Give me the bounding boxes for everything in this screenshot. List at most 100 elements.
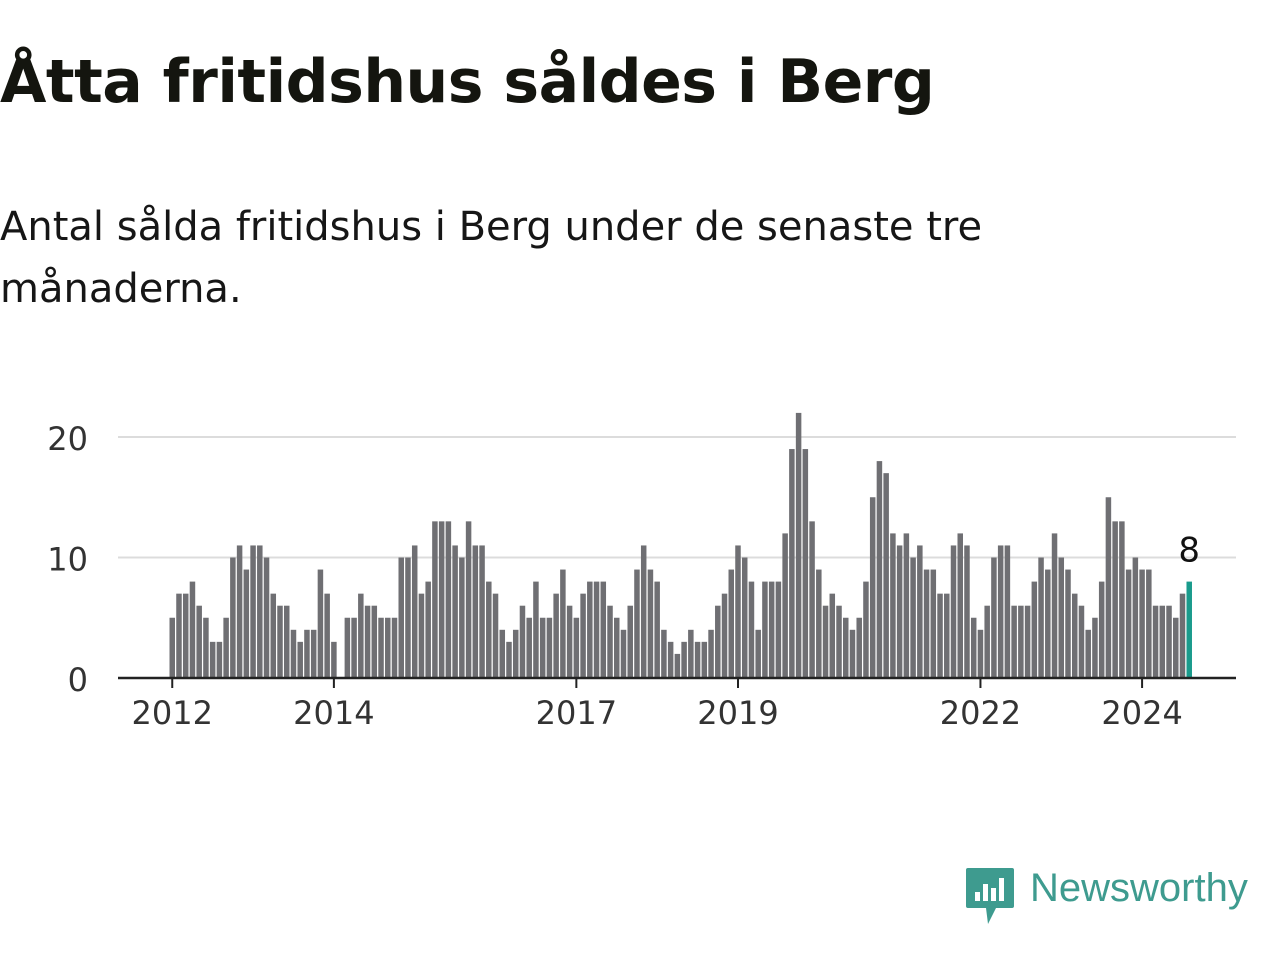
bar bbox=[391, 617, 398, 678]
bar bbox=[1092, 617, 1098, 678]
bar bbox=[1152, 605, 1159, 678]
bar bbox=[876, 461, 883, 678]
bar bbox=[1071, 593, 1078, 678]
bar bbox=[526, 617, 532, 678]
bar bbox=[775, 581, 782, 678]
bar bbox=[950, 545, 957, 678]
bar bbox=[418, 593, 425, 678]
x-tick-label: 2019 bbox=[697, 694, 778, 732]
y-tick-label: 10 bbox=[47, 541, 88, 579]
bar bbox=[829, 593, 836, 678]
bar bbox=[317, 569, 324, 678]
bar bbox=[910, 557, 916, 678]
bar bbox=[479, 545, 485, 678]
bar bbox=[1058, 557, 1065, 678]
bar bbox=[411, 545, 418, 678]
bar bbox=[768, 581, 775, 678]
bar bbox=[836, 605, 842, 678]
bar bbox=[1011, 605, 1017, 678]
bar bbox=[385, 617, 391, 678]
bar bbox=[182, 593, 189, 678]
bar bbox=[944, 593, 950, 678]
bar bbox=[802, 449, 809, 678]
bar bbox=[1045, 569, 1051, 678]
bar bbox=[721, 593, 728, 678]
x-tick-label: 2012 bbox=[132, 694, 213, 732]
bar bbox=[984, 605, 990, 678]
bar-chart: 0 10 20 2012 2014 2017 2019 2022 2024 8 bbox=[47, 412, 1236, 732]
bar bbox=[883, 473, 889, 678]
bar bbox=[957, 533, 963, 678]
bar bbox=[499, 629, 506, 678]
bar bbox=[1139, 569, 1145, 678]
bar bbox=[257, 545, 263, 678]
tick-labels: 0 10 20 2012 2014 2017 2019 2022 2024 8 bbox=[47, 420, 1200, 732]
bar bbox=[1146, 569, 1152, 678]
bar bbox=[546, 617, 553, 678]
bar bbox=[310, 629, 317, 678]
bar bbox=[209, 641, 216, 678]
bar bbox=[634, 569, 640, 678]
bars bbox=[169, 412, 1192, 678]
chart-subtitle: Antal sålda fritidshus i Berg under de s… bbox=[0, 204, 983, 312]
bar bbox=[708, 629, 714, 678]
bar bbox=[243, 569, 250, 678]
bar bbox=[512, 629, 519, 678]
gridlines bbox=[118, 436, 1236, 559]
x-tick-label: 2014 bbox=[293, 694, 374, 732]
bar bbox=[216, 641, 223, 678]
bar bbox=[849, 629, 856, 678]
bar bbox=[614, 617, 620, 678]
bar bbox=[189, 581, 196, 678]
bar bbox=[856, 617, 862, 678]
bar bbox=[701, 641, 708, 678]
bar bbox=[694, 641, 701, 678]
bar bbox=[169, 617, 175, 678]
bar bbox=[1018, 605, 1024, 678]
bar bbox=[452, 545, 458, 678]
bar bbox=[580, 593, 586, 678]
bar bbox=[1159, 605, 1166, 678]
bar-highlight bbox=[1186, 581, 1192, 678]
bar bbox=[223, 617, 229, 678]
bar bbox=[964, 545, 970, 678]
bar bbox=[270, 593, 277, 678]
bar bbox=[667, 641, 674, 678]
bar bbox=[1085, 629, 1091, 678]
bar bbox=[1132, 557, 1139, 678]
bar bbox=[405, 557, 411, 678]
bar bbox=[674, 653, 681, 678]
x-tick-label: 2024 bbox=[1101, 694, 1182, 732]
latest-value-label: 8 bbox=[1178, 531, 1200, 571]
bar bbox=[937, 593, 943, 678]
bar bbox=[741, 557, 748, 678]
bar bbox=[843, 617, 849, 678]
bar bbox=[1119, 521, 1125, 678]
bar bbox=[1038, 557, 1044, 678]
bar bbox=[1024, 605, 1031, 678]
bar bbox=[277, 605, 283, 678]
bar bbox=[283, 605, 290, 678]
bar bbox=[869, 497, 876, 678]
bar bbox=[593, 581, 600, 678]
bar bbox=[1004, 545, 1011, 678]
bar bbox=[371, 605, 378, 678]
bar bbox=[331, 641, 337, 678]
bar bbox=[364, 605, 371, 678]
x-tick-label: 2017 bbox=[536, 694, 617, 732]
bar bbox=[600, 581, 607, 678]
newsworthy-logo-text: Newsworthy bbox=[1030, 866, 1248, 910]
bar bbox=[930, 569, 937, 678]
bar bbox=[486, 581, 492, 678]
bar bbox=[553, 593, 559, 678]
bar bbox=[1166, 605, 1172, 678]
bar bbox=[654, 581, 660, 678]
axes bbox=[118, 676, 1236, 688]
bar bbox=[1112, 521, 1118, 678]
bar bbox=[297, 641, 303, 678]
bar bbox=[539, 617, 546, 678]
bar bbox=[263, 557, 270, 678]
bar bbox=[176, 593, 182, 678]
bar bbox=[324, 593, 330, 678]
bar bbox=[917, 545, 923, 678]
